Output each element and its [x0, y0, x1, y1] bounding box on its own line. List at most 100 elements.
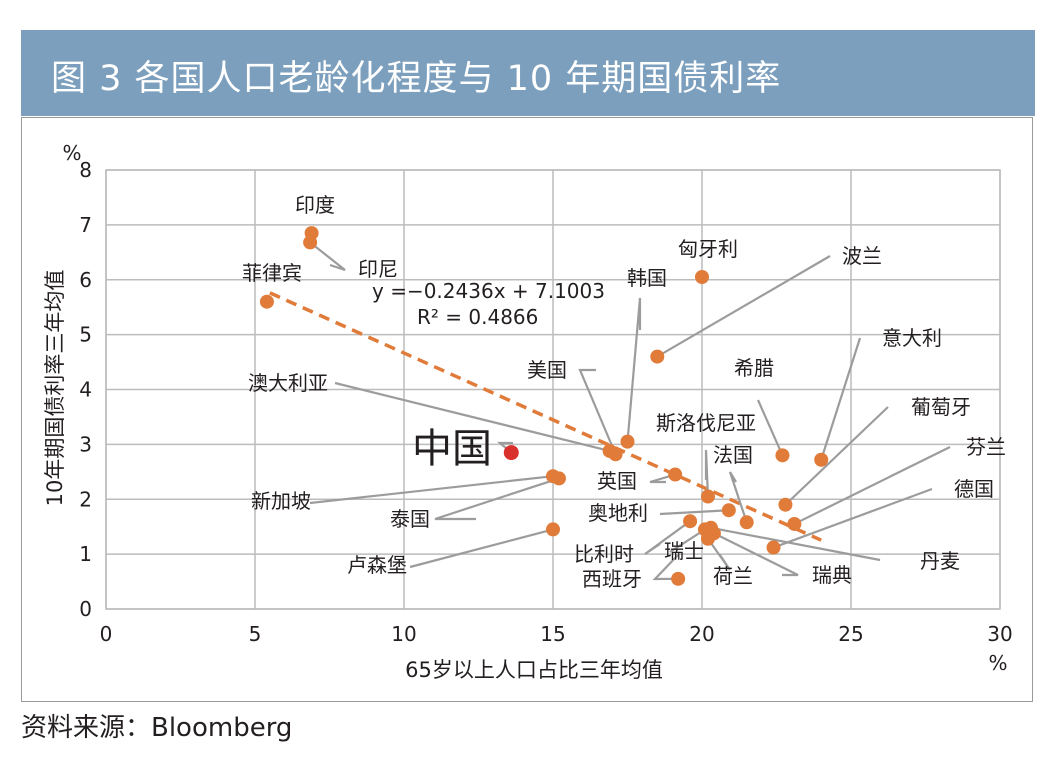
x-tick-label: 5	[249, 622, 262, 646]
y-axis-label: 10年期国债利率三年均值	[43, 270, 67, 507]
leader-line	[756, 399, 784, 456]
x-tick-label: 30	[987, 622, 1012, 646]
data-point	[814, 452, 829, 467]
leader-line	[659, 509, 729, 516]
data-label: 斯洛伐尼亚	[656, 411, 756, 435]
leader-line	[784, 406, 889, 506]
leader-line	[710, 526, 881, 562]
leader-line	[434, 477, 560, 521]
data-point	[620, 434, 635, 449]
leader-line	[409, 528, 554, 569]
trendline-r2: R² = 0.4866	[417, 305, 538, 329]
data-point	[700, 489, 715, 504]
y-tick-label: 2	[79, 487, 92, 511]
data-point	[602, 443, 617, 458]
data-label: 澳大利亚	[248, 371, 328, 395]
leader-line	[649, 473, 676, 484]
data-label: 西班牙	[582, 567, 642, 591]
data-point	[683, 514, 698, 529]
data-point	[259, 294, 274, 309]
data-point	[695, 270, 709, 285]
data-point	[778, 497, 793, 512]
data-label: 泰国	[390, 507, 430, 531]
leader-line	[793, 446, 951, 525]
x-axis-label: 65岁以上人口占比三年均值	[405, 658, 663, 682]
leader-line	[707, 538, 731, 571]
chart-ticks: 0 5 10 15 20 25 30 0 1 2 3 4 5 6 7 8	[79, 158, 1012, 646]
data-label: 卢森堡	[347, 553, 407, 577]
data-label: 瑞典	[812, 563, 852, 587]
leader-line	[713, 532, 799, 577]
data-point	[650, 349, 665, 364]
chart-frame	[21, 117, 1033, 702]
leader-line	[309, 475, 554, 505]
y-tick-label: 4	[79, 378, 92, 402]
data-label: 美国	[527, 358, 567, 382]
data-label: 希腊	[734, 356, 774, 380]
data-point	[668, 467, 683, 482]
data-label: 比利时	[574, 542, 634, 566]
data-point	[775, 448, 790, 463]
x-tick-label: 20	[689, 622, 714, 646]
data-label: 瑞士	[664, 539, 704, 563]
y-tick-label: 6	[79, 268, 92, 292]
chart-grid	[105, 169, 1001, 610]
data-label: 韩国	[627, 266, 667, 290]
data-point	[721, 503, 736, 518]
source-note: 资料来源：Bloomberg	[21, 713, 293, 743]
data-label: 中国	[412, 426, 492, 472]
y-tick-label: 5	[79, 323, 92, 347]
title-bar: 图 3 各国人口老龄化程度与 10 年期国债利率	[21, 30, 1035, 116]
data-label: 奥地利	[588, 501, 648, 525]
y-tick-label: 0	[79, 597, 92, 621]
data-label: 意大利	[882, 326, 942, 350]
trendline-group	[269, 291, 822, 542]
data-point	[546, 522, 560, 537]
data-label: 芬兰	[966, 435, 1006, 459]
data-label: 匈牙利	[678, 237, 738, 261]
data-point	[787, 516, 802, 531]
x-tick-label: 15	[540, 622, 565, 646]
leader-line	[773, 487, 933, 549]
data-label: 德国	[954, 477, 994, 501]
x-tick-label: 0	[100, 622, 113, 646]
data-point	[766, 540, 781, 555]
data-point	[671, 571, 686, 586]
data-points	[259, 226, 829, 586]
y-tick-label: 8	[79, 158, 92, 182]
data-label: 印尼	[358, 257, 398, 281]
data-label: 英国	[597, 469, 637, 493]
data-label: 波兰	[842, 244, 882, 268]
data-point	[703, 520, 718, 535]
y-tick-label: 3	[79, 432, 92, 456]
y-tick-label: 7	[79, 213, 92, 237]
leader-line	[578, 368, 617, 455]
leader-line	[652, 554, 679, 581]
y-unit: %	[62, 141, 81, 165]
leader-lines	[309, 241, 951, 581]
data-label: 新加坡	[251, 489, 311, 513]
data-point	[303, 235, 318, 250]
leader-line	[704, 449, 710, 497]
leader-line	[334, 381, 610, 453]
leader-line	[309, 241, 346, 272]
data-label: 法国	[713, 443, 753, 467]
y-tick-label: 1	[79, 542, 92, 566]
x-tick-label: 25	[838, 622, 863, 646]
data-label: 菲律宾	[242, 261, 302, 285]
leader-line	[820, 337, 862, 461]
leader-line	[656, 255, 831, 358]
data-label: 荷兰	[713, 564, 753, 588]
x-tick-label: 10	[391, 622, 416, 646]
data-label: 丹麦	[920, 549, 960, 573]
figure-title: 图 3 各国人口老龄化程度与 10 年期国债利率	[51, 59, 782, 99]
leader-line	[644, 520, 691, 555]
data-label: 印度	[295, 193, 335, 217]
leader-line	[626, 297, 642, 442]
data-label: 葡萄牙	[911, 395, 971, 419]
trendline	[269, 291, 822, 542]
x-unit: %	[988, 651, 1007, 675]
data-point	[503, 445, 519, 461]
